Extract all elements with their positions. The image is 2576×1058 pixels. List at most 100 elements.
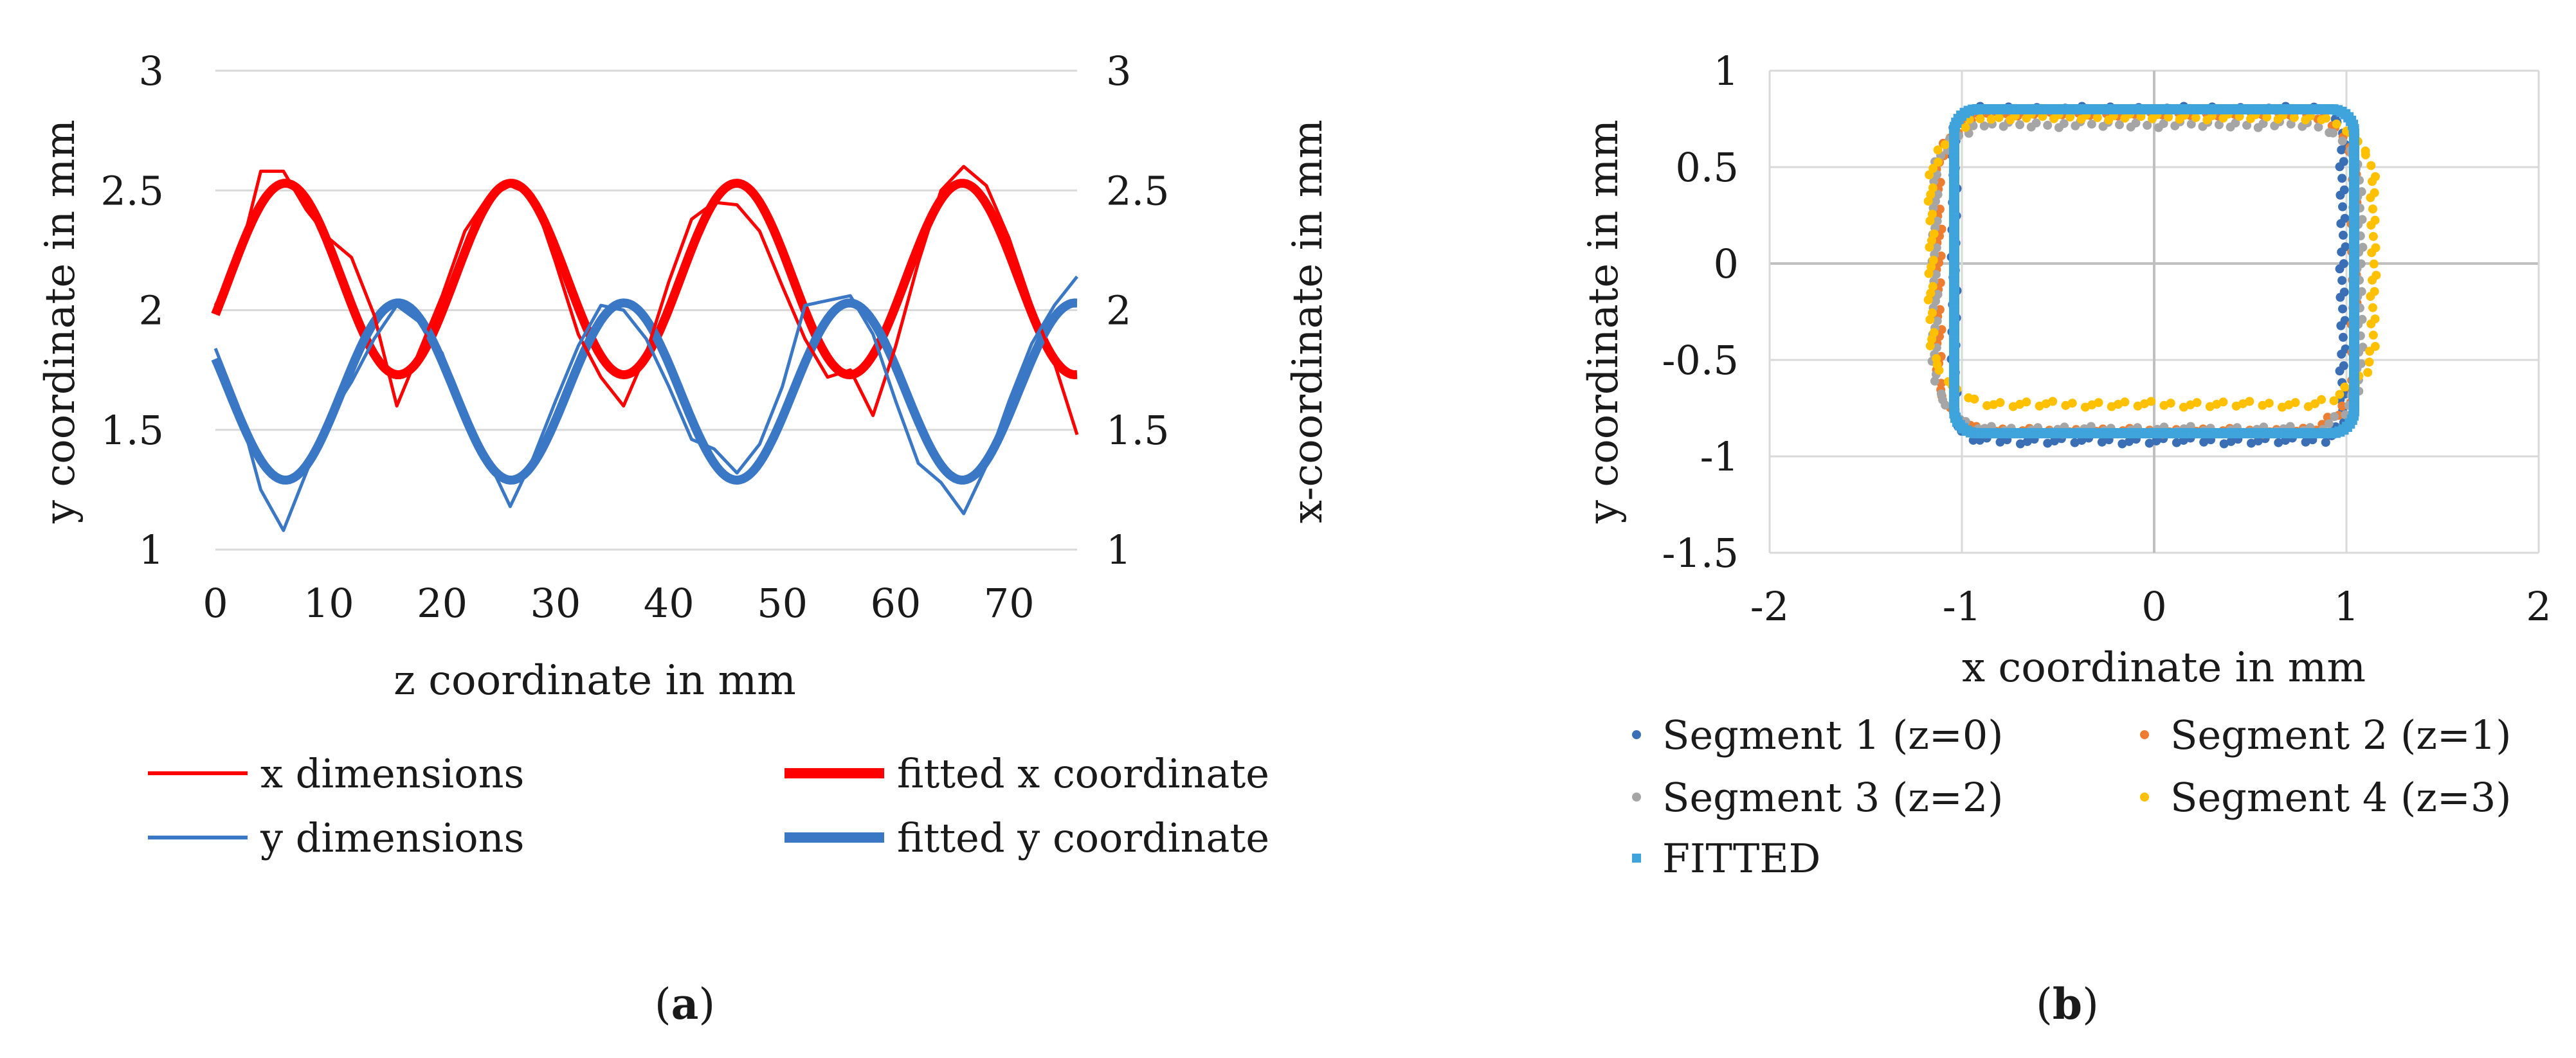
chart-a-gridlines [215, 69, 1077, 551]
point-segment-1-z-0 [2321, 438, 2330, 447]
point-segment-4-z-3 [2277, 402, 2287, 412]
point-segment-4-z-3 [2340, 382, 2350, 392]
point-segment-1-z-0 [2253, 436, 2263, 445]
chart-b-y-axis-label: y coordinate in mm [1580, 120, 1628, 524]
point-segment-3-z-2 [2131, 118, 2141, 128]
point-segment-3-z-2 [2143, 120, 2152, 130]
point-segment-1-z-0 [2022, 436, 2032, 446]
chart-a-legend: x dimensions y dimensions fitted x coord… [148, 750, 1269, 861]
point-segment-3-z-2 [1931, 296, 1941, 306]
point-segment-4-z-3 [1994, 112, 2004, 122]
point-segment-2-z-1 [1936, 251, 1946, 261]
point-segment-3-z-2 [2043, 120, 2053, 130]
series-fitted [1949, 104, 2359, 438]
legend-label-x-dimensions: x dimensions [260, 750, 524, 797]
chart-a-y2-tick-3: 3 [1106, 48, 1131, 94]
chart-b: 1 0.5 0 -0.5 -1 -1.5-2 -1 0 1 2 x coordinate in m… [1580, 48, 2552, 1029]
chart-a-y-axis-label: y coordinate in mm [37, 120, 84, 524]
point-segment-1-z-0 [2337, 247, 2346, 257]
point-segment-4-z-3 [2368, 303, 2377, 312]
legend-label-segment-4: Segment 4 (z=3) [2170, 774, 2511, 821]
point-segment-1-z-0 [2226, 436, 2236, 446]
point-segment-4-z-3 [2368, 231, 2378, 241]
point-segment-4-z-3 [2035, 401, 2044, 411]
point-segment-4-z-3 [2368, 275, 2377, 285]
point-segment-4-z-3 [2361, 150, 2370, 159]
point-segment-1-z-0 [2335, 264, 2345, 274]
legend-item-segment-2: Segment 2 (z=1) [2140, 712, 2511, 758]
point-segment-4-z-3 [2366, 193, 2375, 202]
point-segment-2-z-1 [1937, 325, 1946, 334]
point-segment-4-z-3 [2231, 401, 2241, 411]
legend-label-fitted-x: fitted x coordinate [897, 750, 1269, 797]
chart-b-x-axis-label: x coordinate in mm [1962, 644, 2366, 692]
chart-b-x-tick-2: -2 [1750, 583, 1789, 630]
point-segment-1-z-0 [2172, 438, 2181, 447]
point-segment-4-z-3 [2363, 368, 2373, 377]
point-segment-1-z-0 [2152, 436, 2161, 445]
legend-marker-segment-2 [2140, 730, 2149, 739]
point-segment-4-z-3 [1928, 163, 1938, 173]
legend-item-x-dimensions: x dimensions [148, 750, 524, 797]
point-segment-4-z-3 [1928, 255, 1938, 265]
point-segment-1-z-0 [2335, 366, 2345, 376]
point-segment-4-z-3 [2303, 402, 2313, 411]
legend-marker-segment-1 [1632, 730, 1641, 739]
point-segment-3-z-2 [1931, 270, 1941, 280]
chart-a-x-tick-60: 60 [870, 580, 921, 627]
point-segment-1-z-0 [2125, 436, 2134, 446]
point-segment-1-z-0 [2301, 437, 2310, 447]
chart-a-y2-tick-1: 1 [1106, 526, 1131, 573]
legend-label-fitted-y: fitted y coordinate [897, 814, 1269, 861]
series-fitted-y-coordinate [211, 298, 1079, 485]
point-segment-1-z-0 [2338, 230, 2348, 240]
point-segment-4-z-3 [2258, 400, 2267, 410]
point-segment-3-z-2 [1932, 243, 1941, 253]
point-segment-4-z-3 [2080, 402, 2090, 412]
chart-b-x-tick-0: 0 [2141, 583, 2166, 630]
point-segment-2-z-1 [2337, 401, 2347, 411]
point-segment-1-z-0 [2015, 439, 2025, 449]
point-segment-3-z-2 [2258, 119, 2268, 129]
point-fitted [1968, 104, 1979, 115]
point-segment-1-z-0 [2145, 438, 2154, 448]
point-segment-1-z-0 [2118, 439, 2127, 449]
point-segment-4-z-3 [1928, 282, 1937, 291]
point-segment-4-z-3 [1975, 114, 1985, 123]
legend-item-fitted-y-coordinate: fitted y coordinate [785, 814, 1269, 861]
point-segment-4-z-3 [2317, 395, 2327, 404]
point-segment-4-z-3 [1928, 183, 1937, 193]
point-segment-4-z-3 [2364, 357, 2374, 367]
legend-label-segment-1: Segment 1 (z=0) [1662, 712, 2003, 758]
point-segment-3-z-2 [2324, 419, 2334, 429]
series-segment-3-z-2 [1927, 117, 2368, 437]
point-segment-3-z-2 [1930, 376, 1939, 386]
point-segment-4-z-3 [1925, 170, 1934, 180]
point-segment-1-z-0 [2337, 145, 2346, 155]
point-segment-3-z-2 [2087, 120, 2096, 129]
point-segment-4-z-3 [2329, 396, 2339, 406]
series-segment-1-z-0 [1946, 102, 2350, 449]
chart-a-y-tick-1: 1 [139, 526, 164, 573]
series-x-dimensions [213, 165, 1079, 435]
point-segment-3-z-2 [2031, 118, 2041, 128]
chart-b-y-tick-0-5: 0.5 [1675, 144, 1739, 191]
chart-b-y-tick-0: 0 [1714, 240, 1739, 287]
point-segment-1-z-0 [1995, 437, 2005, 447]
point-segment-3-z-2 [2337, 136, 2347, 146]
point-segment-4-z-3 [1964, 393, 1973, 402]
point-segment-4-z-3 [1929, 229, 1939, 238]
point-segment-4-z-3 [1933, 157, 1943, 167]
point-segment-1-z-0 [2050, 436, 2060, 445]
point-segment-1-z-0 [2219, 439, 2229, 449]
point-segment-1-z-0 [2338, 304, 2348, 314]
chart-a-x-tick-0: 0 [203, 580, 228, 627]
chart-a-x-axis-label: z coordinate in mm [394, 657, 796, 704]
chart-b-x-tick-1: -1 [1943, 583, 1981, 630]
chart-a-y-tick-2: 2 [139, 287, 164, 334]
chart-a-x-tick-30: 30 [530, 580, 581, 627]
point-segment-4-z-3 [1932, 354, 1941, 363]
point-segment-3-z-2 [2159, 119, 2168, 129]
